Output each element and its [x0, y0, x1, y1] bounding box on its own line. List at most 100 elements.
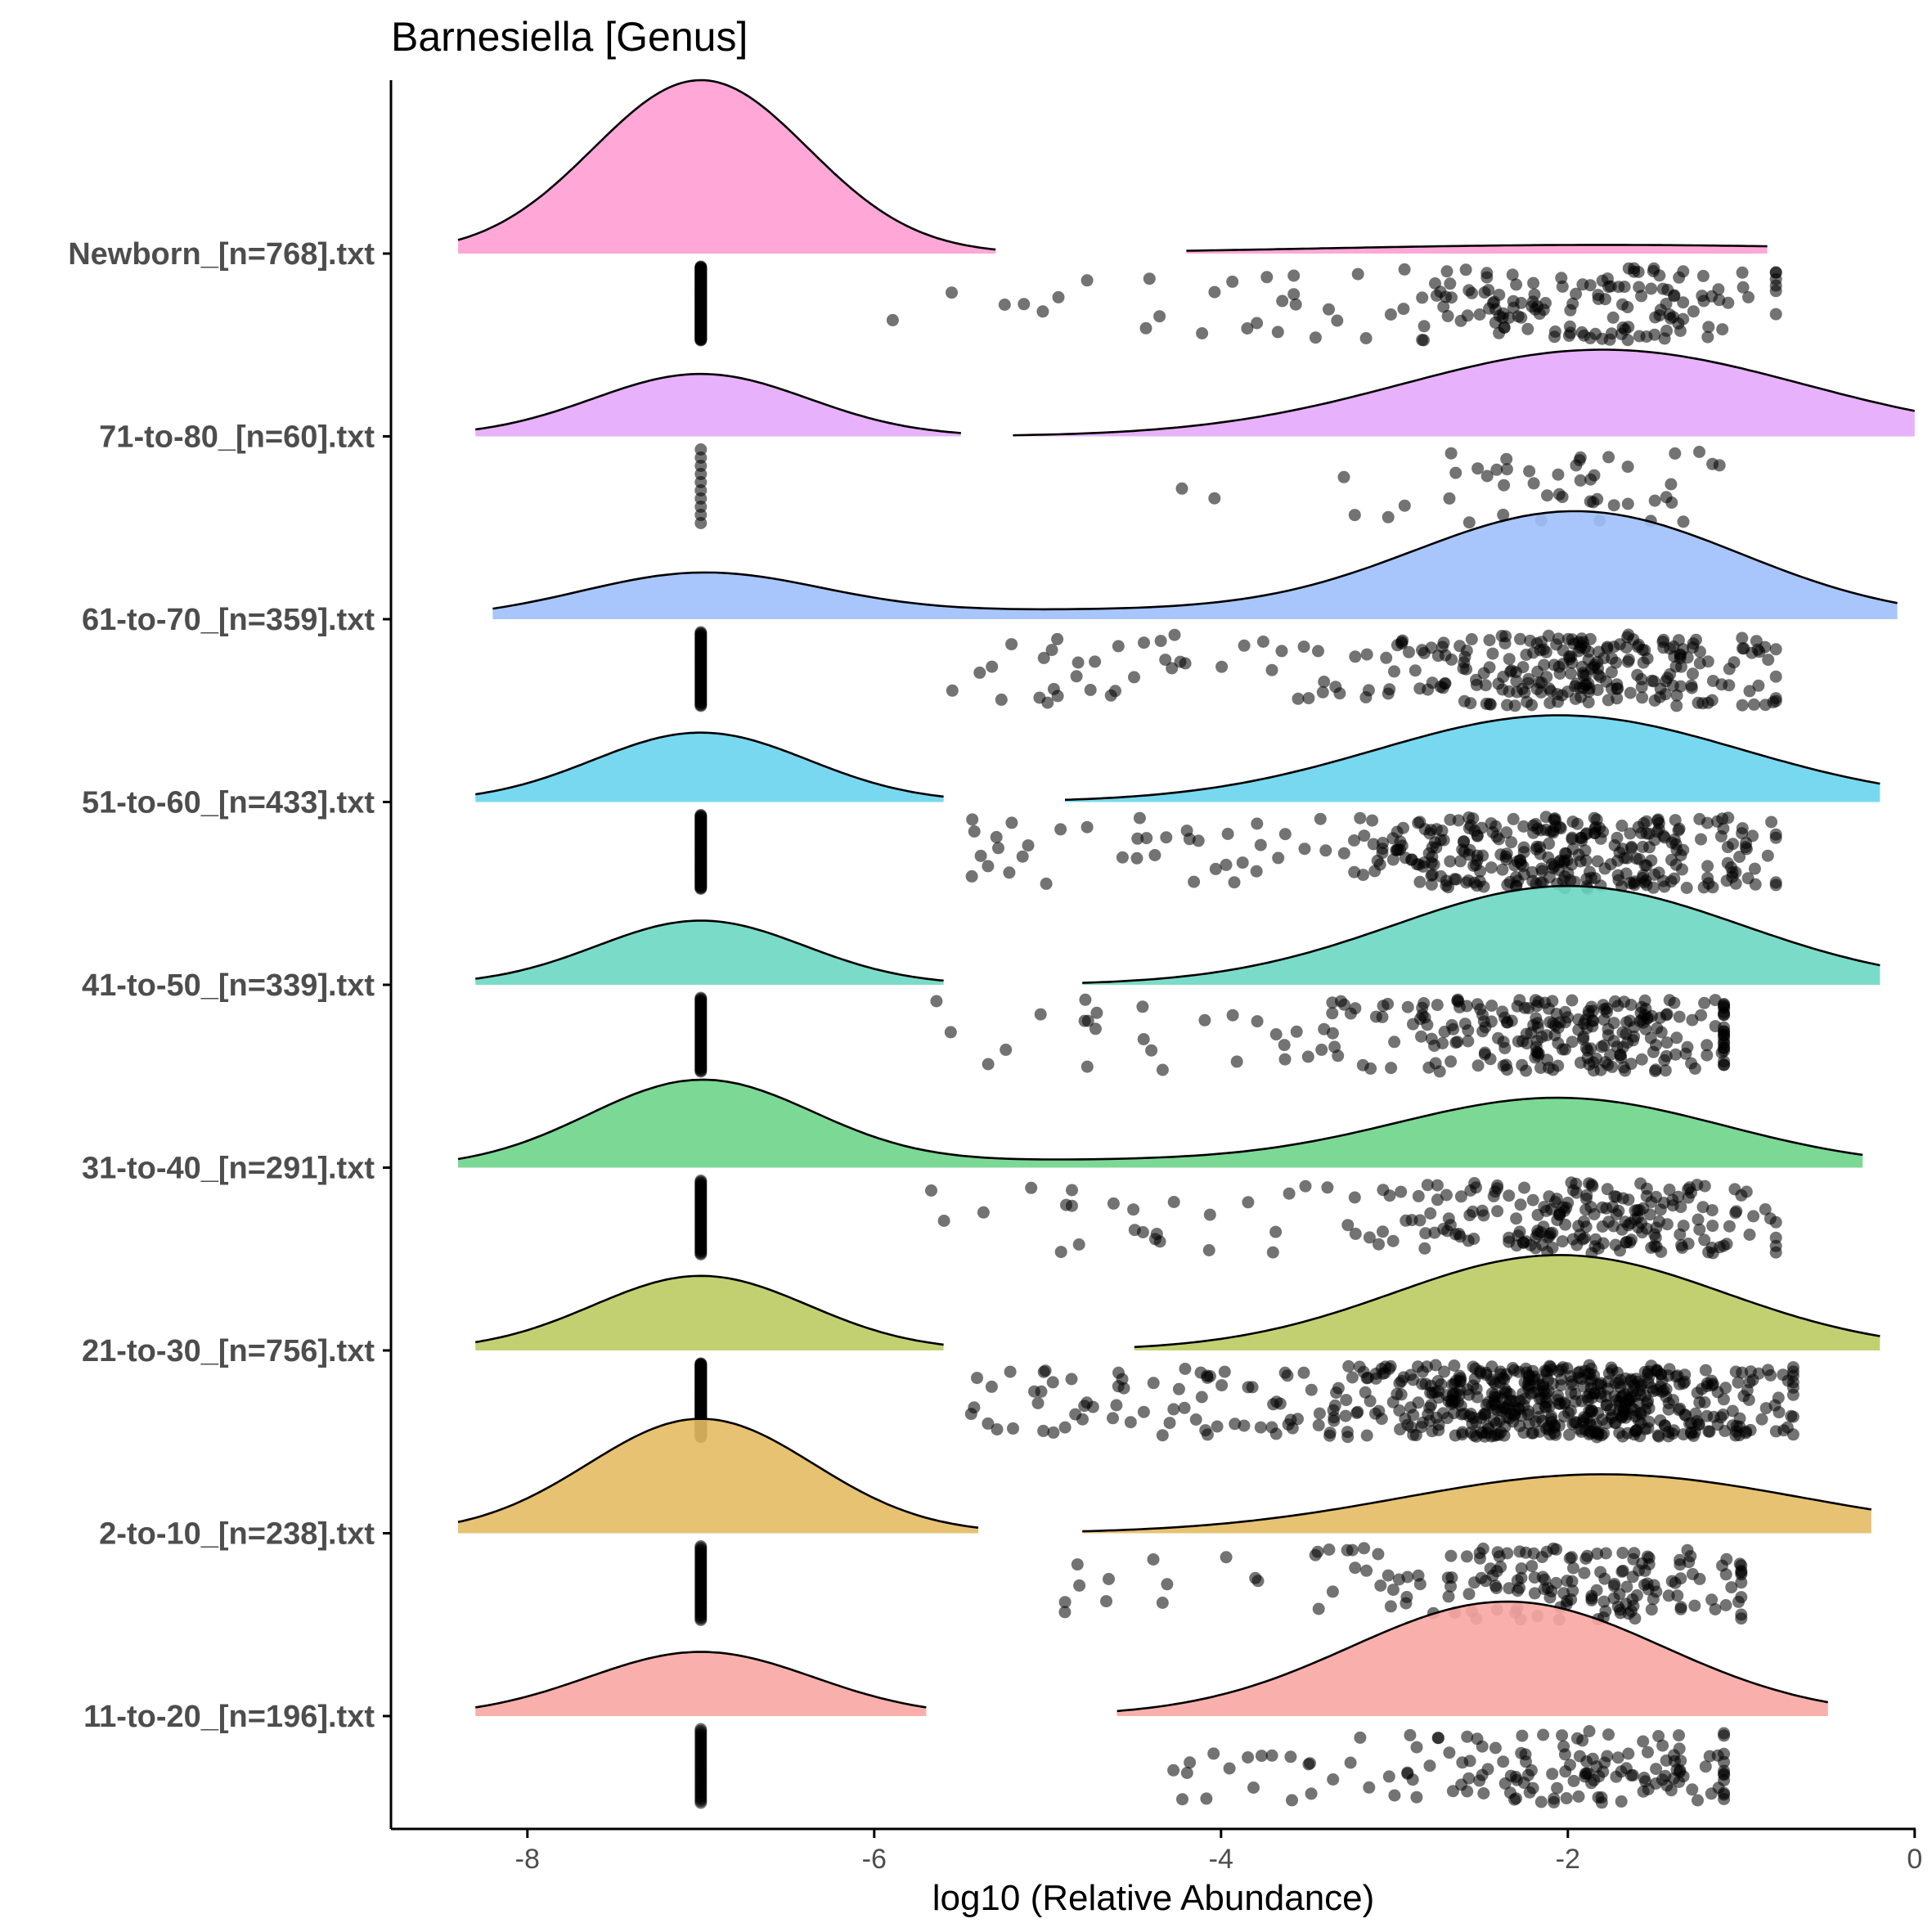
data-point — [1742, 290, 1755, 303]
data-point — [1034, 1008, 1047, 1021]
data-point — [1614, 1049, 1627, 1062]
data-point — [1552, 468, 1565, 481]
data-point — [1179, 1363, 1192, 1375]
data-point — [1242, 1196, 1255, 1209]
data-point — [1719, 1568, 1732, 1581]
data-point — [1413, 875, 1427, 888]
data-point — [1622, 1193, 1635, 1206]
data-point — [1089, 1022, 1102, 1036]
data-point — [1168, 628, 1181, 641]
data-point — [1348, 834, 1360, 847]
data-point — [1354, 1731, 1367, 1744]
data-point — [1538, 1201, 1551, 1214]
data-point — [1418, 334, 1430, 347]
data-point — [1698, 996, 1711, 1009]
zero-point — [694, 699, 708, 712]
data-point — [1522, 672, 1535, 685]
data-point — [1156, 1063, 1169, 1076]
data-point — [1706, 1377, 1719, 1391]
data-point — [1323, 1427, 1337, 1440]
data-point — [1769, 308, 1782, 321]
data-point — [1544, 825, 1557, 838]
data-point — [1052, 290, 1065, 303]
data-point — [1422, 683, 1435, 696]
data-point — [1326, 1007, 1339, 1020]
data-point — [1550, 1543, 1563, 1556]
density-outline — [475, 372, 961, 434]
data-point — [1572, 1220, 1585, 1233]
density-outline — [475, 919, 944, 982]
data-point — [1634, 1380, 1647, 1393]
density-outline — [474, 1274, 944, 1346]
data-point — [1416, 1001, 1429, 1014]
density-outline — [457, 79, 996, 251]
data-point — [1598, 862, 1611, 875]
data-point — [1654, 1203, 1667, 1216]
data-point — [1342, 1359, 1355, 1373]
data-point — [1660, 1218, 1674, 1231]
data-point — [1471, 1391, 1484, 1404]
data-point — [986, 660, 999, 673]
data-point — [1025, 1181, 1038, 1194]
data-point — [1718, 1788, 1731, 1801]
data-point — [1341, 1543, 1354, 1557]
data-point — [1269, 1225, 1283, 1238]
data-point — [1394, 1422, 1407, 1436]
data-point — [1412, 1189, 1425, 1202]
data-point — [990, 830, 1003, 843]
y-tick-label: 31-to-40_[n=291].txt — [82, 1152, 375, 1186]
data-point — [1458, 835, 1471, 848]
data-point — [1371, 854, 1384, 867]
data-point — [1161, 1578, 1174, 1591]
data-point — [1468, 1576, 1480, 1589]
data-point — [1538, 658, 1551, 672]
data-point — [1764, 1212, 1777, 1225]
data-point — [1638, 1564, 1651, 1577]
data-point — [1576, 278, 1589, 291]
data-point — [1599, 1547, 1612, 1560]
data-point — [1681, 651, 1694, 664]
data-point — [1701, 330, 1714, 344]
data-point — [1433, 1065, 1446, 1078]
data-point — [1498, 1041, 1512, 1054]
data-point — [1464, 1408, 1477, 1420]
data-point — [1688, 1062, 1701, 1075]
data-point — [1459, 263, 1472, 276]
density-outline — [457, 1418, 979, 1529]
data-point — [1696, 697, 1710, 710]
density-fill — [1134, 1255, 1880, 1350]
data-point — [1748, 862, 1761, 875]
data-point — [1485, 1430, 1498, 1443]
data-point — [1765, 815, 1778, 829]
data-point — [1156, 1597, 1169, 1609]
data-point — [1426, 1425, 1439, 1438]
series-8 — [475, 1600, 1829, 1809]
zero-point — [694, 1614, 708, 1626]
data-point — [1637, 1785, 1650, 1798]
data-point — [1570, 287, 1583, 300]
data-point — [1626, 1768, 1639, 1781]
data-point — [1058, 1596, 1072, 1609]
data-point — [1527, 276, 1540, 290]
data-point — [1622, 1747, 1635, 1760]
data-point — [1445, 447, 1458, 460]
data-point — [1517, 820, 1530, 833]
zero-point — [694, 883, 708, 895]
data-point — [1498, 479, 1511, 492]
data-point — [1628, 1547, 1641, 1560]
data-point — [1601, 272, 1614, 285]
data-point — [1702, 1246, 1715, 1259]
data-point — [1620, 1236, 1633, 1248]
data-point — [1321, 1181, 1334, 1194]
data-point — [968, 1401, 981, 1414]
data-point — [1488, 295, 1501, 308]
data-point — [1624, 686, 1637, 699]
data-point — [1494, 1426, 1507, 1439]
data-point — [1184, 1756, 1197, 1769]
data-point — [1373, 1238, 1385, 1251]
data-point — [1316, 685, 1329, 699]
data-point — [1254, 838, 1267, 851]
data-point — [1518, 1392, 1531, 1405]
data-point — [1418, 1242, 1431, 1255]
data-point — [1730, 1205, 1743, 1218]
